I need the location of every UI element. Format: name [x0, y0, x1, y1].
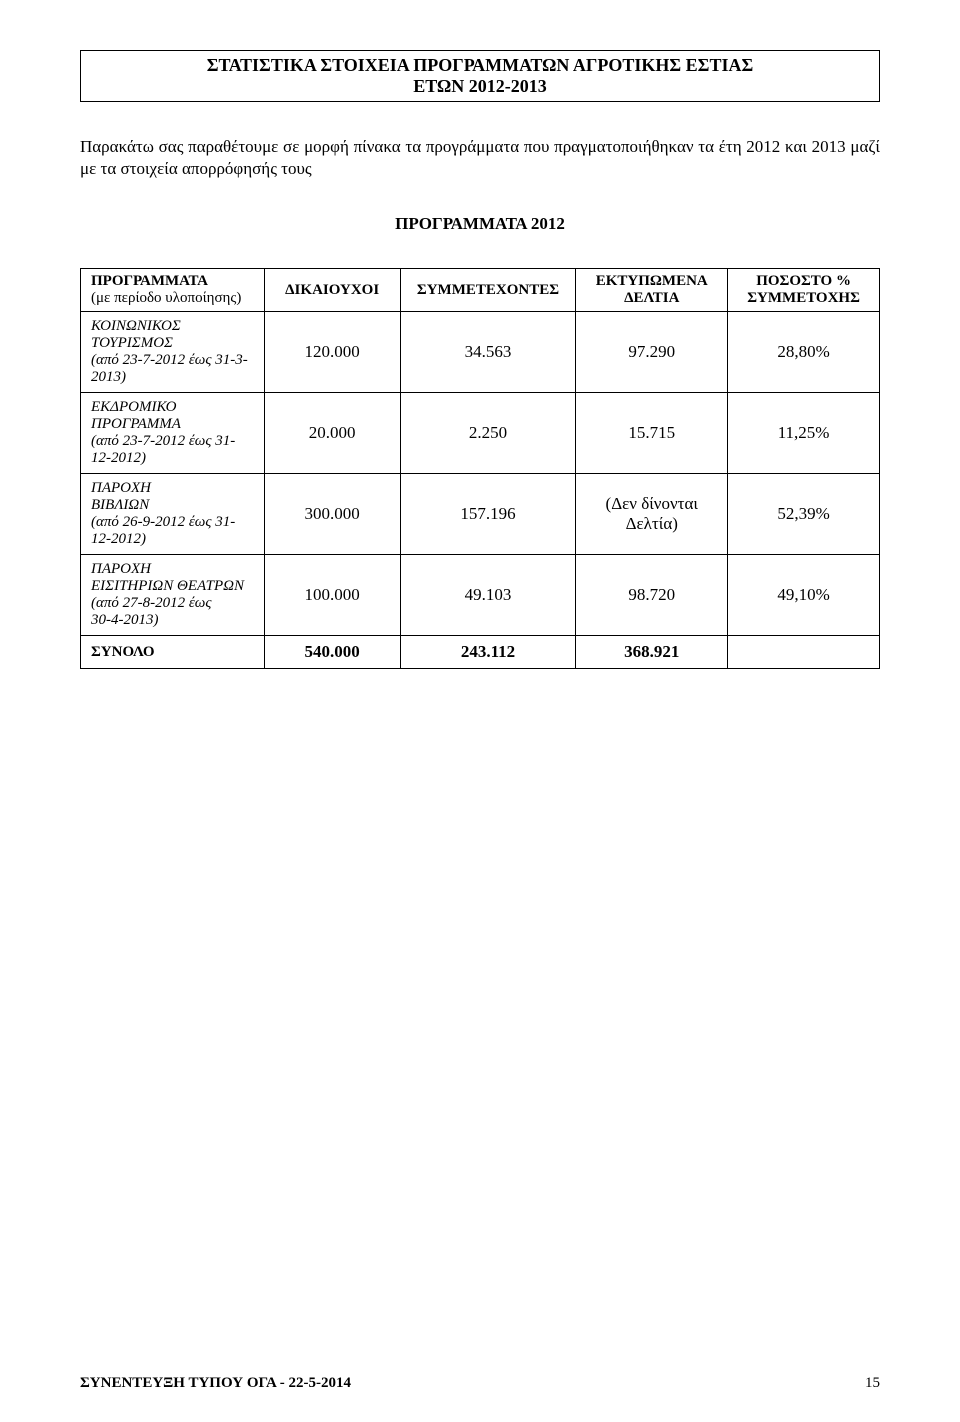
row-name-l1: ΕΚΔΡΟΜΙΚΟ [91, 399, 254, 416]
header-printed-l2: ΔΕΛΤΙΑ [582, 290, 721, 307]
row-dates: (από 23-7-2012 έως 31-3-2013) [91, 352, 254, 386]
row-name-l2: ΕΙΣΙΤΗΡΙΩΝ ΘΕΑΤΡΩΝ [91, 578, 254, 595]
row-label: ΚΟΙΝΩΝΙΚΟΣ ΤΟΥΡΙΣΜΟΣ (από 23-7-2012 έως … [81, 312, 265, 393]
cell-c4: 52,39% [728, 474, 880, 555]
page-footer: ΣΥΝΕΝΤΕΥΞΗ ΤΥΠΟΥ ΟΓΑ - 22-5-2014 15 [80, 1375, 880, 1392]
page-title-line1: ΣΤΑΤΙΣΤΙΚΑ ΣΤΟΙΧΕΙΑ ΠΡΟΓΡΑΜΜΑΤΩΝ ΑΓΡΟΤΙΚ… [93, 55, 867, 76]
cell-c4: 28,80% [728, 312, 880, 393]
cell-c1: 20.000 [264, 393, 400, 474]
cell-c2: 49.103 [400, 555, 576, 636]
row-name-l1: ΚΟΙΝΩΝΙΚΟΣ [91, 318, 254, 335]
header-percent-l2: ΣΥΜΜΕΤΟΧΗΣ [734, 290, 873, 307]
table-total-row: ΣΥΝΟΛΟ 540.000 243.112 368.921 [81, 636, 880, 669]
stats-table: ΠΡΟΓΡΑΜΜΑΤΑ (με περίοδο υλοποίησης) ΔΙΚΑ… [80, 268, 880, 669]
row-dates: (από 26-9-2012 έως 31-12-2012) [91, 514, 254, 548]
cell-c1: 100.000 [264, 555, 400, 636]
row-label: ΕΚΔΡΟΜΙΚΟ ΠΡΟΓΡΑΜΜΑ (από 23-7-2012 έως 3… [81, 393, 265, 474]
section-title: ΠΡΟΓΡΑΜΜΑΤΑ 2012 [80, 214, 880, 234]
cell-c2: 2.250 [400, 393, 576, 474]
table-row: ΚΟΙΝΩΝΙΚΟΣ ΤΟΥΡΙΣΜΟΣ (από 23-7-2012 έως … [81, 312, 880, 393]
total-c2: 243.112 [400, 636, 576, 669]
header-percent: ΠΟΣΟΣΤΟ % ΣΥΜΜΕΤΟΧΗΣ [728, 269, 880, 312]
header-programs: ΠΡΟΓΡΑΜΜΑΤΑ (με περίοδο υλοποίησης) [81, 269, 265, 312]
header-programs-sub: (με περίοδο υλοποίησης) [91, 290, 254, 307]
total-c1: 540.000 [264, 636, 400, 669]
cell-c3: 97.290 [576, 312, 728, 393]
header-printed: ΕΚΤΥΠΩΜΕΝΑ ΔΕΛΤΙΑ [576, 269, 728, 312]
header-percent-l1: ΠΟΣΟΣΤΟ % [734, 273, 873, 290]
cell-c3: (Δεν δίνονται Δελτία) [576, 474, 728, 555]
row-name-l1: ΠΑΡΟΧΗ [91, 561, 254, 578]
row-name-l2: ΒΙΒΛΙΩΝ [91, 497, 254, 514]
footer-text: ΣΥΝΕΝΤΕΥΞΗ ΤΥΠΟΥ ΟΓΑ - 22-5-2014 [80, 1375, 351, 1392]
cell-c2: 157.196 [400, 474, 576, 555]
header-programs-main: ΠΡΟΓΡΑΜΜΑΤΑ [91, 273, 254, 290]
row-label: ΠΑΡΟΧΗ ΕΙΣΙΤΗΡΙΩΝ ΘΕΑΤΡΩΝ (από 27-8-2012… [81, 555, 265, 636]
cell-c3: 98.720 [576, 555, 728, 636]
table-row: ΠΑΡΟΧΗ ΒΙΒΛΙΩΝ (από 26-9-2012 έως 31-12-… [81, 474, 880, 555]
page-title-box: ΣΤΑΤΙΣΤΙΚΑ ΣΤΟΙΧΕΙΑ ΠΡΟΓΡΑΜΜΑΤΩΝ ΑΓΡΟΤΙΚ… [80, 50, 880, 102]
table-row: ΠΑΡΟΧΗ ΕΙΣΙΤΗΡΙΩΝ ΘΕΑΤΡΩΝ (από 27-8-2012… [81, 555, 880, 636]
cell-c4: 11,25% [728, 393, 880, 474]
total-c3: 368.921 [576, 636, 728, 669]
page-title-line2: ΕΤΩΝ 2012-2013 [93, 76, 867, 97]
cell-c1: 300.000 [264, 474, 400, 555]
cell-c1: 120.000 [264, 312, 400, 393]
row-label: ΠΑΡΟΧΗ ΒΙΒΛΙΩΝ (από 26-9-2012 έως 31-12-… [81, 474, 265, 555]
cell-c3: 15.715 [576, 393, 728, 474]
header-participants: ΣΥΜΜΕΤΕΧΟΝΤΕΣ [400, 269, 576, 312]
cell-c2: 34.563 [400, 312, 576, 393]
row-name-l2: ΠΡΟΓΡΑΜΜΑ [91, 416, 254, 433]
cell-c4: 49,10% [728, 555, 880, 636]
table-row: ΕΚΔΡΟΜΙΚΟ ΠΡΟΓΡΑΜΜΑ (από 23-7-2012 έως 3… [81, 393, 880, 474]
row-dates: (από 23-7-2012 έως 31-12-2012) [91, 433, 254, 467]
row-dates: (από 27-8-2012 έως 30-4-2013) [91, 595, 254, 629]
footer-page-number: 15 [865, 1375, 880, 1392]
total-c4 [728, 636, 880, 669]
row-name-l2: ΤΟΥΡΙΣΜΟΣ [91, 335, 254, 352]
intro-paragraph: Παρακάτω σας παραθέτουμε σε μορφή πίνακα… [80, 136, 880, 180]
header-printed-l1: ΕΚΤΥΠΩΜΕΝΑ [582, 273, 721, 290]
table-header-row: ΠΡΟΓΡΑΜΜΑΤΑ (με περίοδο υλοποίησης) ΔΙΚΑ… [81, 269, 880, 312]
header-beneficiaries: ΔΙΚΑΙΟΥΧΟΙ [264, 269, 400, 312]
row-name-l1: ΠΑΡΟΧΗ [91, 480, 254, 497]
total-label: ΣΥΝΟΛΟ [81, 636, 265, 669]
